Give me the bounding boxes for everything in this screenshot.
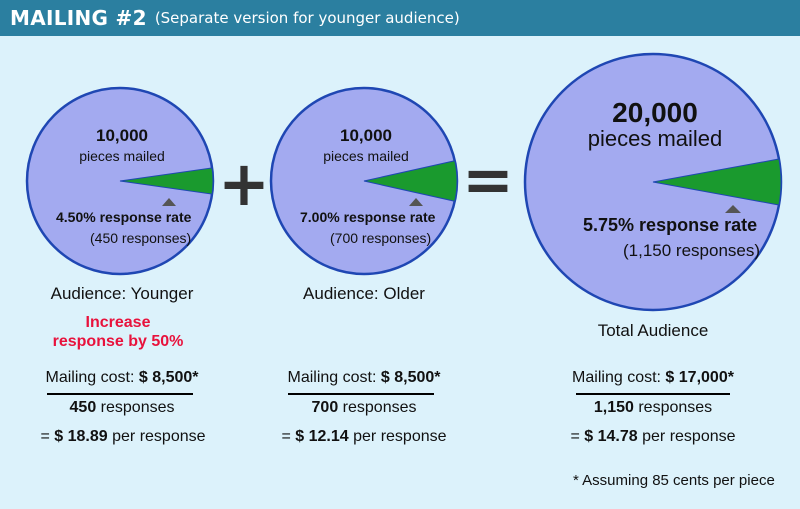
cost-total-amount: $ 17,000* [665, 369, 734, 386]
cost-older-per-prefix: = [281, 428, 296, 445]
cost-younger-amount: $ 8,500* [138, 369, 199, 386]
cost-older-responses: 700 responses [312, 399, 417, 417]
cost-older-per-suffix: per response [348, 428, 447, 445]
pie-older-rate-suffix: % response rate [327, 209, 436, 225]
pie-older-rate: 7.00% response rate [300, 209, 435, 225]
cost-older-amount: $ 8,500* [380, 369, 441, 386]
cost-younger-per-prefix: = [40, 428, 55, 445]
pie-total-count: 20,000 [612, 97, 698, 128]
pie-older-count: 10,000 [340, 126, 392, 145]
cost-older-label: Mailing cost: [287, 369, 381, 386]
cost-older-responses-word: responses [338, 399, 417, 416]
audience-younger-label: Audience: Younger [50, 284, 194, 303]
callout-line-2: response by 50% [52, 333, 184, 350]
cost-younger-per-suffix: per response [107, 428, 206, 445]
header-subtitle: (Separate version for younger audience) [154, 9, 460, 27]
cost-younger-responses-word: responses [96, 399, 175, 416]
pie-older-rate-value: 7.00 [300, 209, 328, 225]
pie-total-rate-suffix: % response rate [618, 215, 758, 235]
pie-younger-rate: 4.50% response rate [56, 209, 191, 225]
cost-younger-per-response: = $ 18.89 per response [40, 428, 205, 446]
pie-older-pieces-label: pieces mailed [323, 148, 409, 164]
cost-older-mailing: Mailing cost: $ 8,500* [288, 369, 441, 387]
pie-older-marker-icon [409, 198, 423, 206]
cost-younger-per-value: $ 18.89 [54, 428, 108, 445]
cost-total-per-response: = $ 14.78 per response [570, 428, 735, 446]
cost-younger-responses-num: 450 [69, 399, 97, 416]
pie-total-pieces-label: pieces mailed [587, 126, 723, 151]
plus-operator: + [218, 147, 270, 220]
cost-older-divider [288, 393, 434, 395]
cost-total-per-value: $ 14.78 [584, 428, 638, 445]
pie-total-responses: (1,150 responses) [623, 241, 761, 260]
pie-total-rate: 5.75% response rate [583, 215, 757, 236]
pie-younger-responses: (450 responses) [90, 230, 192, 246]
pie-total-rate-value: 5.75 [583, 215, 619, 235]
pie-younger-response-slice [119, 167, 214, 195]
cost-younger-divider [47, 393, 193, 395]
cost-older-per-response: = $ 12.14 per response [281, 428, 446, 446]
header-title: MAILING #2 [10, 6, 147, 30]
audience-older-label: Audience: Older [303, 284, 425, 303]
pie-younger-marker-icon [162, 198, 176, 206]
cost-total-per-prefix: = [570, 428, 585, 445]
pie-younger-count: 10,000 [96, 126, 148, 145]
footnote: * Assuming 85 cents per piece [573, 472, 775, 489]
pie-older-responses: (700 responses) [330, 230, 432, 246]
cost-older-responses-num: 700 [311, 399, 339, 416]
cost-total-mailing: Mailing cost: $ 17,000* [572, 369, 734, 387]
equals-operator: = [462, 143, 514, 216]
pie-younger-rate-suffix: % response rate [83, 209, 192, 225]
pie-total-marker-icon [725, 205, 741, 213]
audience-total-label: Total Audience [597, 321, 709, 340]
cost-total-responses: 1,150 responses [594, 399, 712, 417]
pie-total-response-slice [652, 158, 782, 206]
callout-line-1: Increase [85, 314, 151, 331]
cost-total-divider [576, 393, 730, 395]
pie-younger-pieces-label: pieces mailed [79, 148, 165, 164]
cost-total-per-suffix: per response [637, 428, 736, 445]
cost-older-per-value: $ 12.14 [295, 428, 349, 445]
cost-younger-label: Mailing cost: [45, 369, 139, 386]
pie-older-response-slice [363, 160, 458, 202]
cost-total-responses-word: responses [633, 399, 713, 416]
header-bar: MAILING #2 (Separate version for younger… [0, 0, 800, 36]
pie-younger-rate-value: 4.50 [56, 209, 84, 225]
cost-younger-responses: 450 responses [70, 399, 175, 417]
cost-younger-mailing: Mailing cost: $ 8,500* [46, 369, 199, 387]
cost-total-label: Mailing cost: [572, 369, 666, 386]
cost-total-responses-num: 1,150 [593, 399, 634, 416]
